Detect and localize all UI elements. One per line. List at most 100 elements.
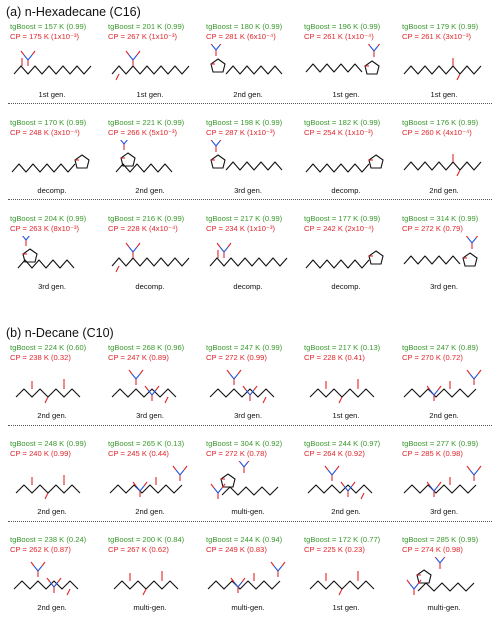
molecule-structure	[309, 571, 375, 596]
molecule-card: tgBoost = 177 K (0.99) CP = 242 K (2x10⁻⁴…	[298, 214, 394, 300]
molecule-card: tgBoost = 198 K (0.99) CP = 287 K (1x10⁻³…	[200, 118, 296, 204]
generation-label: 1st gen.	[332, 411, 360, 420]
cp-label: CP = 261 K (1x10⁻⁴)	[304, 32, 374, 41]
molecule-structure	[17, 236, 75, 269]
tgboost-label: tgBoost = 196 K (0.99)	[304, 22, 381, 31]
molecule-card: tgBoost = 248 K (0.99) CP = 240 K (0.99) 2…	[4, 439, 100, 525]
molecule-structure	[403, 236, 479, 267]
tgboost-label: tgBoost = 265 K (0.13)	[108, 439, 185, 448]
cp-label: CP = 234 K (1x10⁻³)	[206, 224, 276, 233]
tgboost-label: tgBoost = 201 K (0.99)	[108, 22, 185, 31]
molecule-structure	[111, 369, 177, 404]
tgboost-label: tgBoost = 204 K (0.99)	[10, 214, 87, 223]
tgboost-label: tgBoost = 224 K (0.60)	[10, 343, 87, 352]
tgboost-label: tgBoost = 277 K (0.99)	[402, 439, 479, 448]
generation-label: multi-gen.	[231, 603, 265, 612]
tgboost-label: tgBoost = 285 K (0.99)	[402, 535, 479, 544]
generation-label: 3rd gen.	[430, 507, 458, 516]
generation-label: 2nd gen.	[233, 90, 263, 99]
molecule-card: tgBoost = 277 K (0.99) CP = 285 K (0.98) 3…	[396, 439, 492, 525]
molecule-card: tgBoost = 268 K (0.96) CP = 247 K (0.89) 3…	[102, 343, 198, 429]
molecule-structure	[15, 475, 81, 500]
generation-label: 3rd gen.	[234, 411, 262, 420]
molecule-structure	[115, 140, 173, 173]
molecule-card: tgBoost = 182 K (0.99) CP = 254 K (1x10⁻³…	[298, 118, 394, 204]
generation-label: 1st gen.	[38, 90, 66, 99]
cp-label: CP = 274 K (0.98)	[402, 545, 463, 554]
molecule-card: tgBoost = 314 K (0.99) CP = 272 K (0.79) 3…	[396, 214, 492, 300]
molecule-card: tgBoost = 221 K (0.99) CP = 266 K (5x10⁻³…	[102, 118, 198, 204]
cp-label: CP = 287 K (1x10⁻³)	[206, 128, 276, 137]
tgboost-label: tgBoost = 221 K (0.99)	[108, 118, 185, 127]
generation-label: decomp.	[331, 186, 361, 195]
generation-label: 1st gen.	[430, 90, 458, 99]
generation-label: multi-gen.	[231, 507, 265, 516]
cp-label: CP = 247 K (0.89)	[108, 353, 169, 362]
molecule-card: tgBoost = 201 K (0.99) CP = 267 K (1x10⁻³…	[102, 22, 198, 108]
molecule-card: tgBoost = 196 K (0.99) CP = 261 K (1x10⁻⁴…	[298, 22, 394, 108]
molecule-structure	[13, 50, 92, 75]
molecule-structure	[305, 154, 384, 173]
separator	[8, 425, 492, 426]
cp-label: CP = 254 K (1x10⁻³)	[304, 128, 374, 137]
cp-label: CP = 272 K (0.99)	[206, 353, 267, 362]
section-a-title: (a) n-Hexadecane (C16)	[6, 5, 141, 19]
tgboost-label: tgBoost = 217 K (0.13)	[304, 343, 381, 352]
tgboost-label: tgBoost = 244 K (0.94)	[206, 535, 283, 544]
generation-label: 2nd gen.	[37, 603, 67, 612]
cp-label: CP = 225 K (0.23)	[304, 545, 365, 554]
separator	[8, 103, 492, 104]
generation-label: 2nd gen.	[37, 507, 67, 516]
generation-label: 3rd gen.	[430, 282, 458, 291]
tgboost-label: tgBoost = 217 K (0.99)	[206, 214, 283, 223]
molecule-structure	[406, 557, 475, 595]
tgboost-label: tgBoost = 247 K (0.89)	[402, 343, 479, 352]
molecule-structure	[305, 44, 381, 75]
molecule-card: tgBoost = 285 K (0.99) CP = 274 K (0.98) m…	[396, 535, 492, 621]
tgboost-label: tgBoost = 238 K (0.24)	[10, 535, 87, 544]
generation-label: 2nd gen.	[37, 411, 67, 420]
cp-label: CP = 248 K (3x10⁻⁴)	[10, 128, 80, 137]
cp-label: CP = 242 K (2x10⁻⁴)	[304, 224, 374, 233]
tgboost-label: tgBoost = 198 K (0.99)	[206, 118, 283, 127]
molecule-card: tgBoost = 265 K (0.13) CP = 245 K (0.44) 2…	[102, 439, 198, 525]
cp-label: CP = 228 K (4x10⁻⁴)	[108, 224, 178, 233]
tgboost-label: tgBoost = 304 K (0.92)	[206, 439, 283, 448]
cp-label: CP = 267 K (1x10⁻³)	[108, 32, 178, 41]
molecule-card: tgBoost = 216 K (0.99) CP = 228 K (4x10⁻⁴…	[102, 214, 198, 300]
tgboost-label: tgBoost = 177 K (0.99)	[304, 214, 381, 223]
molecule-structure	[109, 465, 188, 497]
molecule-card: tgBoost = 217 K (0.99) CP = 234 K (1x10⁻³…	[200, 214, 296, 300]
molecule-structure	[403, 58, 482, 81]
molecule-structure	[305, 250, 384, 269]
molecule-structure	[207, 561, 286, 593]
molecule-card: tgBoost = 244 K (0.97) CP = 264 K (0.92) 2…	[298, 439, 394, 525]
molecule-structure	[13, 561, 79, 596]
molecule-card: tgBoost = 217 K (0.13) CP = 228 K (0.41) 1…	[298, 343, 394, 429]
generation-label: 1st gen.	[136, 90, 164, 99]
tgboost-label: tgBoost = 247 K (0.99)	[206, 343, 283, 352]
generation-label: 2nd gen.	[429, 186, 459, 195]
cp-label: CP = 264 K (0.92)	[304, 449, 365, 458]
tgboost-label: tgBoost = 248 K (0.99)	[10, 439, 87, 448]
cp-label: CP = 245 K (0.44)	[108, 449, 169, 458]
generation-label: multi-gen.	[427, 603, 461, 612]
molecule-structure	[113, 571, 179, 596]
molecule-card: tgBoost = 180 K (0.99) CP = 281 K (6x10⁻⁴…	[200, 22, 296, 108]
tgboost-label: tgBoost = 244 K (0.97)	[304, 439, 381, 448]
molecule-structure	[111, 242, 190, 273]
generation-label: decomp.	[135, 282, 165, 291]
tgboost-label: tgBoost = 268 K (0.96)	[108, 343, 185, 352]
molecule-card: tgBoost = 238 K (0.24) CP = 262 K (0.87) 2…	[4, 535, 100, 621]
molecule-card: tgBoost = 304 K (0.92) CP = 272 K (0.78) m…	[200, 439, 296, 525]
molecule-structure	[210, 44, 283, 75]
generation-label: 2nd gen.	[331, 507, 361, 516]
generation-label: 3rd gen.	[38, 282, 66, 291]
cp-label: CP = 285 K (0.98)	[402, 449, 463, 458]
molecule-structure	[15, 379, 81, 404]
molecule-card: tgBoost = 179 K (0.99) CP = 261 K (3x10⁻³…	[396, 22, 492, 108]
cp-label: CP = 261 K (3x10⁻³)	[402, 32, 472, 41]
cp-label: CP = 267 K (0.62)	[108, 545, 169, 554]
molecule-card: tgBoost = 172 K (0.77) CP = 225 K (0.23) 1…	[298, 535, 394, 621]
molecule-card: tgBoost = 247 K (0.89) CP = 270 K (0.72) 2…	[396, 343, 492, 429]
